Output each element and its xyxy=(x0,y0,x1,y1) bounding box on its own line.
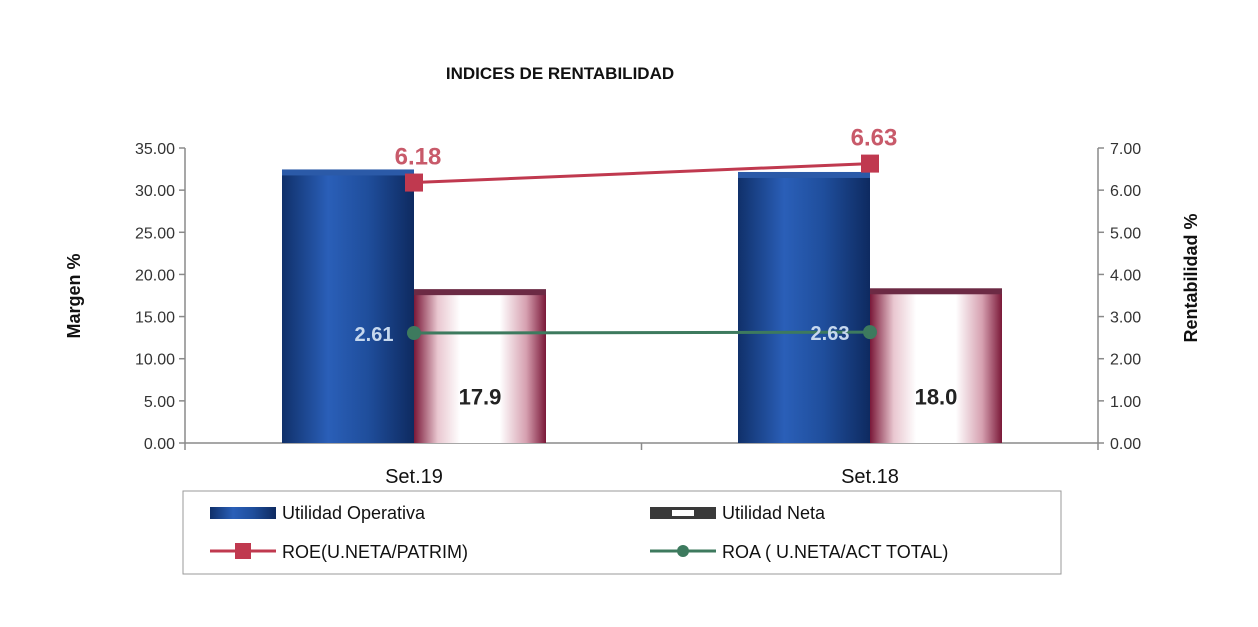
y-axis-right-label: Rentabilidad % xyxy=(1181,213,1201,342)
marker-roa xyxy=(407,326,421,341)
y-right-tick-label: 1.00 xyxy=(1110,394,1141,411)
data-label-utilidad-neta: 17.9 xyxy=(459,385,502,410)
y-right-tick-label: 2.00 xyxy=(1110,352,1141,369)
bar-utilidad-neta-cap xyxy=(870,288,1002,295)
y-right-tick-label: 4.00 xyxy=(1110,267,1141,284)
y-right-tick-label: 6.00 xyxy=(1110,183,1141,200)
marker-roa xyxy=(863,325,877,340)
bar-utilidad-neta-cap xyxy=(414,289,546,296)
y-left-tick-label: 30.00 xyxy=(135,183,175,200)
bars xyxy=(282,169,1002,443)
y-axis-left-label: Margen % xyxy=(64,253,84,338)
series-lines xyxy=(405,154,879,341)
x-category-label: Set.19 xyxy=(385,466,443,488)
data-labels: 17.9 18.0 6.18 6.63 2.61 2.63 xyxy=(355,125,958,410)
legend: Utilidad Operativa Utilidad Neta ROE(U.N… xyxy=(182,490,1062,575)
chart-title: INDICES DE RENTABILIDAD xyxy=(446,64,674,83)
y-left-tick-label: 35.00 xyxy=(135,141,175,158)
data-label-roa: 2.63 xyxy=(811,323,850,345)
y-left-tick-label: 25.00 xyxy=(135,225,175,242)
line-roe xyxy=(413,162,871,185)
bar-utilidad-operativa xyxy=(282,172,414,443)
line-roa xyxy=(413,330,871,335)
legend-marker-roa xyxy=(677,545,689,557)
y-left-tick-label: 15.00 xyxy=(135,310,175,327)
marker-roe xyxy=(405,173,423,192)
bar-utilidad-operativa-cap xyxy=(282,169,414,176)
marker-roe xyxy=(861,154,879,173)
legend-label-utilidad-operativa: Utilidad Operativa xyxy=(282,503,426,523)
y-right-tick-label: 7.00 xyxy=(1110,141,1141,158)
y-right-tick-label: 0.00 xyxy=(1110,436,1141,453)
bar-utilidad-operativa xyxy=(738,174,870,443)
axes: 0.00 5.00 10.00 15.00 20.00 25.00 30.00 35.00 0.… xyxy=(135,141,1141,488)
data-label-utilidad-neta: 18.0 xyxy=(915,384,958,409)
y-right-tick-label: 3.00 xyxy=(1110,310,1141,327)
legend-swatch-utilidad-operativa xyxy=(210,507,276,519)
data-label-roe: 6.18 xyxy=(395,144,442,171)
y-left-tick-label: 0.00 xyxy=(144,436,175,453)
y-left-tick-label: 10.00 xyxy=(135,352,175,369)
legend-frame xyxy=(182,490,1062,575)
legend-label-utilidad-neta: Utilidad Neta xyxy=(722,503,826,523)
y-right-tick-label: 5.00 xyxy=(1110,225,1141,242)
legend-marker-roe xyxy=(235,543,251,559)
bar-utilidad-neta xyxy=(870,291,1002,443)
y-left-tick-label: 5.00 xyxy=(144,394,175,411)
legend-label-roe: ROE(U.NETA/PATRIM) xyxy=(282,542,468,562)
data-label-roa: 2.61 xyxy=(355,324,394,346)
bar-utilidad-operativa-cap xyxy=(738,171,870,178)
x-category-label: Set.18 xyxy=(841,466,899,488)
legend-label-roa: ROA ( U.NETA/ACT TOTAL) xyxy=(722,542,948,562)
legend-swatch-utilidad-neta-inner xyxy=(672,510,694,516)
y-left-tick-label: 20.00 xyxy=(135,267,175,284)
bar-utilidad-neta xyxy=(414,292,546,443)
data-label-roe: 6.63 xyxy=(851,125,898,152)
